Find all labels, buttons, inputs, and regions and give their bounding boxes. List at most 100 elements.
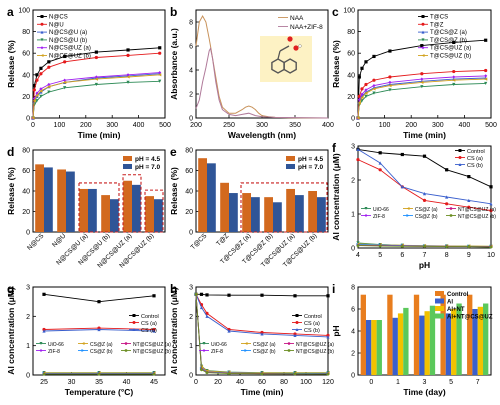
legend-swatch — [286, 156, 295, 161]
data-point — [372, 87, 376, 91]
data-point — [205, 293, 209, 297]
data-point — [63, 60, 67, 64]
series-line — [195, 46, 329, 119]
panel-label: b — [170, 5, 177, 19]
y-tick-label: 0 — [189, 116, 193, 123]
data-point — [39, 90, 43, 94]
legend-label: pH = 4.5 — [135, 156, 160, 163]
data-point — [378, 161, 382, 165]
data-point — [484, 38, 488, 42]
panel-label: d — [7, 145, 14, 159]
bar — [360, 294, 366, 375]
data-point — [97, 372, 101, 376]
x-axis-title: Time (day) — [403, 387, 446, 397]
legend-swatch — [286, 164, 295, 169]
data-point — [420, 85, 424, 89]
data-point — [158, 46, 162, 50]
legend: pH = 4.5pH = 7.0 — [123, 156, 160, 171]
legend-label: CS (a) — [467, 156, 483, 162]
bar — [387, 294, 393, 375]
y-tick-label: 0 — [351, 116, 355, 123]
x-tick-label: 250 — [223, 122, 235, 129]
data-point — [42, 372, 46, 376]
legend-label: NAA — [290, 15, 304, 22]
bar — [317, 197, 326, 232]
x-tick-label: 100 — [54, 122, 66, 129]
legend-label: NT@CS@UZ (a) — [133, 342, 171, 348]
panel-label: g — [7, 282, 14, 296]
legend-marker — [244, 349, 248, 352]
inset-background — [260, 36, 312, 82]
data-point — [422, 154, 427, 158]
legend-marker — [421, 15, 425, 18]
legend-marker — [202, 349, 206, 352]
data-point — [152, 329, 156, 333]
bar — [286, 188, 295, 232]
bar — [66, 171, 75, 232]
y-tick-label: 2 — [351, 351, 355, 358]
y-tick-label: 3 — [26, 285, 30, 292]
x-axis-title: Wavelength (nm) — [228, 130, 296, 140]
legend-marker — [81, 349, 85, 352]
bar — [413, 294, 420, 375]
legend-marker — [364, 214, 368, 217]
legend-marker — [202, 342, 206, 345]
data-point — [452, 75, 456, 79]
x-tick-label: 300 — [432, 122, 444, 129]
legend-label: T@CS@Z (b) — [430, 38, 467, 44]
data-point — [32, 99, 36, 103]
x-tick-label: 0 — [369, 379, 373, 386]
y-tick-label: 80 — [22, 29, 30, 36]
data-point — [445, 168, 449, 172]
y-tick-label: 8 — [351, 285, 355, 292]
y-tick-label: 40 — [185, 189, 193, 196]
y-axis-title: Absorbance (a.u.) — [169, 28, 179, 100]
legend-marker — [421, 30, 425, 34]
legend-label: NAA+ZIF-8 — [290, 24, 323, 31]
data-point — [400, 152, 404, 157]
panel-label: i — [332, 282, 335, 296]
data-point — [94, 50, 98, 54]
bar — [79, 188, 88, 232]
data-point — [372, 78, 376, 82]
y-tick-label: 100 — [343, 8, 355, 15]
data-point — [356, 244, 360, 248]
legend-label: pH = 7.0 — [298, 164, 323, 171]
data-point — [326, 294, 330, 298]
bar — [88, 188, 97, 232]
data-point — [199, 305, 204, 310]
x-tick-label: 25 — [40, 379, 48, 386]
legend-marker — [421, 54, 425, 57]
data-point — [227, 329, 231, 333]
data-point — [484, 77, 488, 81]
y-tick-label: 0 — [189, 230, 193, 237]
panel-label: h — [170, 282, 177, 296]
data-point — [388, 84, 392, 88]
data-point — [293, 372, 297, 376]
panel-label: c — [332, 5, 339, 19]
data-point — [63, 54, 67, 59]
data-point — [126, 53, 130, 57]
legend-label: T@CS@UZ (b) — [430, 54, 471, 60]
x-tick-label: 3 — [423, 379, 427, 386]
panel-c: c 0 100 200 300 400 500 0 20 40 60 80 100 Time (min) R… — [331, 5, 497, 140]
y-axis-title: Release (%) — [6, 40, 16, 88]
panel-label: e — [170, 145, 177, 159]
data-point — [400, 244, 404, 248]
data-point — [94, 77, 98, 81]
y-tick-label: 0 — [26, 116, 30, 123]
y-tick-label: 1 — [189, 343, 193, 350]
data-point — [364, 60, 368, 64]
y-tick-label: 2 — [189, 314, 193, 321]
legend-marker — [406, 207, 410, 210]
data-point — [372, 84, 376, 88]
bond — [277, 50, 281, 60]
panel-e: eT@CS T@ZT@CS@Z (a)T@CS@Z (b)T@CS@UZ (a)T… — [169, 145, 329, 269]
legend-label: CS (b) — [467, 163, 483, 169]
legend-label: Control — [467, 149, 485, 155]
data-point — [63, 78, 67, 82]
data-point — [372, 54, 376, 59]
bar — [477, 306, 484, 375]
